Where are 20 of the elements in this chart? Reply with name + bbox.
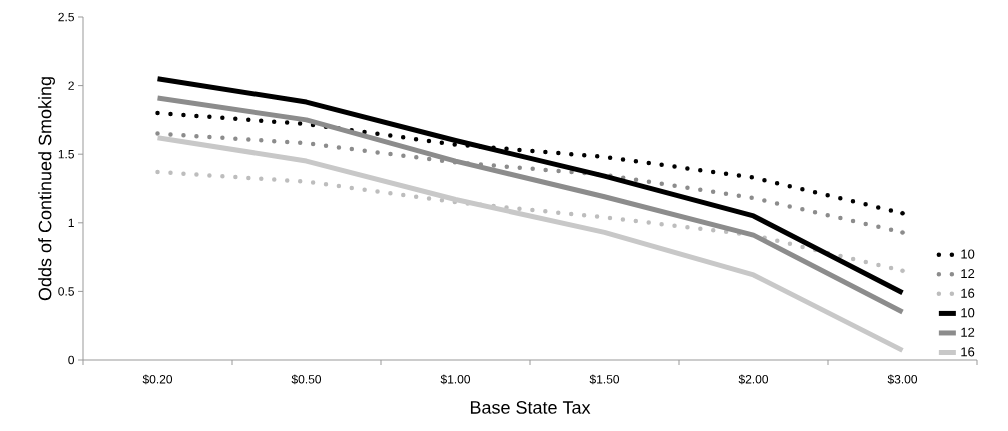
y-tick-label: 0.5: [58, 287, 74, 296]
x-axis-title: Base State Tax: [470, 401, 591, 414]
legend-label: 10: [961, 308, 975, 318]
legend-label: 16: [961, 288, 975, 298]
x-tick-label: $0.50: [291, 374, 322, 385]
legend-label: 12: [961, 269, 975, 279]
x-tick-label: $3.00: [887, 374, 918, 385]
x-tick-label: $1.50: [589, 374, 620, 385]
y-tick-label: 2: [68, 81, 74, 90]
y-tick-label: 0: [68, 355, 75, 365]
y-tick-label: 2.5: [58, 12, 74, 22]
legend-label: 12: [961, 327, 975, 337]
legend-label: 16: [961, 347, 975, 357]
x-tick-label: $1.00: [440, 374, 471, 385]
y-tick-label: 1: [68, 218, 74, 227]
legend-label: 10: [961, 249, 975, 259]
x-tick-label: $2.00: [738, 374, 769, 385]
y-axis-title: Odds of Continued Smoking: [38, 77, 55, 301]
y-tick-label: 1.5: [58, 150, 74, 159]
x-tick-label: $0.20: [142, 374, 173, 385]
